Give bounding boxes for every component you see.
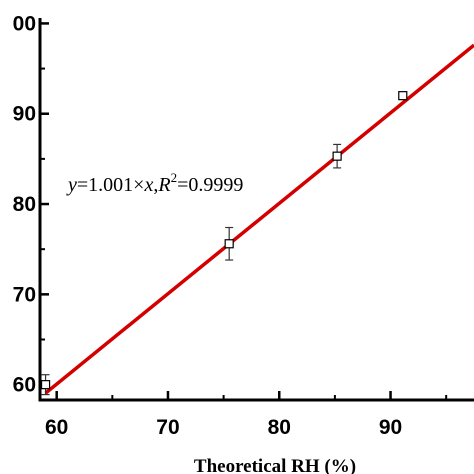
y-axis: 60 70 80 90 00 xyxy=(13,12,49,397)
data-point xyxy=(332,143,342,169)
fit-equation: y=1.001×x,R2=0.9999 xyxy=(66,170,243,196)
y-tick-label: 70 xyxy=(13,283,36,306)
square-marker xyxy=(332,151,342,161)
x-tick-label: 90 xyxy=(379,416,402,439)
fit-line-layer xyxy=(44,43,474,395)
data-point xyxy=(224,226,234,261)
plot-frame xyxy=(38,18,474,402)
data-points xyxy=(40,91,408,396)
square-marker xyxy=(398,91,408,101)
y-tick-label: 80 xyxy=(13,193,36,216)
square-marker xyxy=(224,239,234,249)
data-point xyxy=(40,374,51,396)
x-axis: 60 70 80 90 xyxy=(45,391,448,439)
fit-line xyxy=(44,43,474,395)
x-axis-title: Theoretical RH (%) xyxy=(194,456,356,474)
square-marker xyxy=(40,380,51,390)
data-point xyxy=(398,91,408,101)
x-tick-label: 70 xyxy=(156,416,179,439)
y-tick-label: 90 xyxy=(13,103,36,126)
x-tick-label: 60 xyxy=(45,416,68,439)
y-tick-label: 00 xyxy=(13,12,36,35)
y-tick-label: 60 xyxy=(13,374,36,397)
x-tick-label: 80 xyxy=(268,416,291,439)
